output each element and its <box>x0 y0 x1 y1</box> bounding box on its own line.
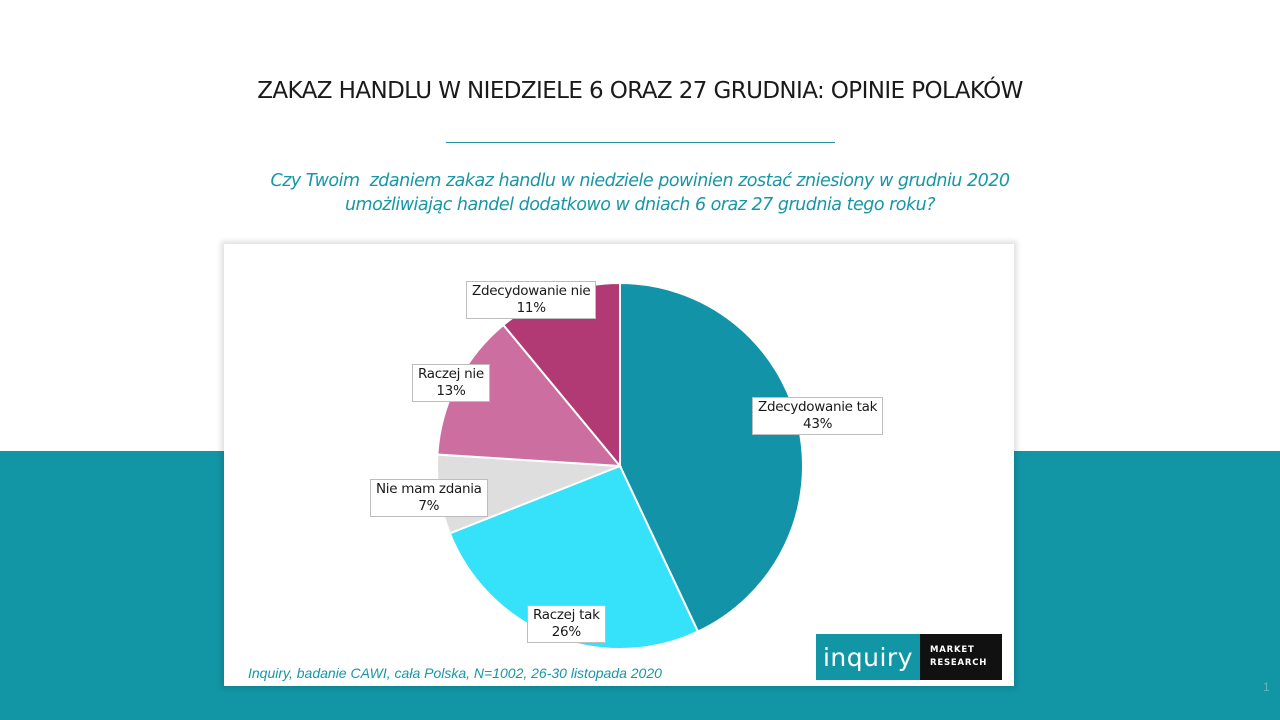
logo-wordmark: inquiry <box>816 634 920 680</box>
survey-question: Czy Twoim zdaniem zakaz handlu w niedzie… <box>0 169 1280 217</box>
question-line-2: umożliwiając handel dodatkowo w dniach 6… <box>344 195 936 215</box>
label-nie-mam-zdania: Nie mam zdania 7% <box>370 479 488 517</box>
label-zdecydowanie-tak: Zdecydowanie tak 43% <box>752 397 884 435</box>
label-raczej-nie: Raczej nie 13% <box>412 364 490 402</box>
inquiry-logo: inquiry MARKET RESEARCH <box>816 634 1002 680</box>
page-number: 1 <box>1263 680 1270 694</box>
question-line-1: Czy Twoim zdaniem zakaz handlu w niedzie… <box>270 171 1010 191</box>
source-note: Inquiry, badanie CAWI, cała Polska, N=10… <box>248 665 662 681</box>
pie-chart <box>436 281 804 650</box>
label-raczej-tak: Raczej tak 26% <box>527 605 606 643</box>
title-divider <box>446 142 835 143</box>
chart-panel: Zdecydowanie tak 43% Raczej tak 26% Nie … <box>224 244 1014 686</box>
label-zdecydowanie-nie: Zdecydowanie nie 11% <box>466 281 597 319</box>
slide-title: ZAKAZ HANDLU W NIEDZIELE 6 ORAZ 27 GRUDN… <box>257 78 1023 104</box>
logo-tagline: MARKET RESEARCH <box>920 634 1002 680</box>
